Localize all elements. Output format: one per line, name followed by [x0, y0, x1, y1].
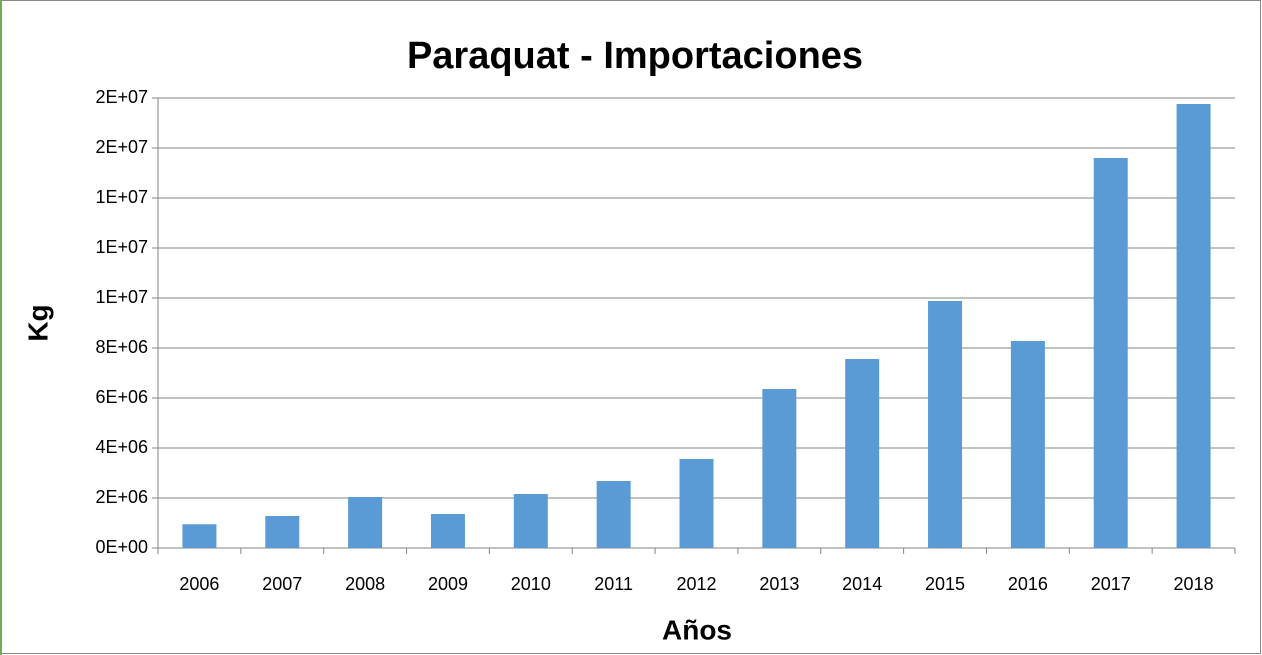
y-tick-label: 8E+06 [95, 337, 148, 357]
bar [1010, 341, 1045, 548]
y-tick-label: 6E+06 [95, 387, 148, 407]
x-tick-label: 2012 [676, 574, 716, 594]
bar [348, 497, 383, 548]
y-tick-label: 4E+06 [95, 437, 148, 457]
x-tick-label: 2014 [842, 574, 882, 594]
bar [845, 359, 880, 548]
bar [513, 494, 548, 548]
bar [679, 459, 714, 548]
y-tick-label: 2E+06 [95, 487, 148, 507]
bar [265, 516, 300, 548]
x-tick-label: 2017 [1091, 574, 1131, 594]
y-tick-label: 1E+07 [95, 237, 148, 257]
x-tick-label: 2007 [262, 574, 302, 594]
x-tick-label: 2015 [925, 574, 965, 594]
x-tick-label: 2013 [759, 574, 799, 594]
y-tick-label: 2E+07 [95, 137, 148, 157]
x-tick-label: 2016 [1008, 574, 1048, 594]
bar [1093, 158, 1128, 548]
bar [1176, 104, 1211, 548]
y-tick-label: 0E+00 [95, 537, 148, 557]
y-tick-label: 2E+07 [95, 87, 148, 107]
y-axis-title: Kg [22, 304, 53, 341]
y-tick-label: 1E+07 [95, 287, 148, 307]
x-tick-label: 2018 [1174, 574, 1214, 594]
y-tick-label: 1E+07 [95, 187, 148, 207]
x-tick-label: 2010 [511, 574, 551, 594]
x-tick-label: 2006 [179, 574, 219, 594]
x-tick-label: 2009 [428, 574, 468, 594]
bar [596, 481, 631, 548]
x-tick-label: 2008 [345, 574, 385, 594]
bar [430, 514, 465, 548]
x-tick-label: 2011 [594, 574, 633, 594]
bar [928, 301, 963, 548]
bar [762, 389, 797, 548]
bar [182, 524, 217, 548]
x-axis-title: Años [662, 614, 732, 645]
chart-title: Paraquat - Importaciones [407, 35, 863, 77]
